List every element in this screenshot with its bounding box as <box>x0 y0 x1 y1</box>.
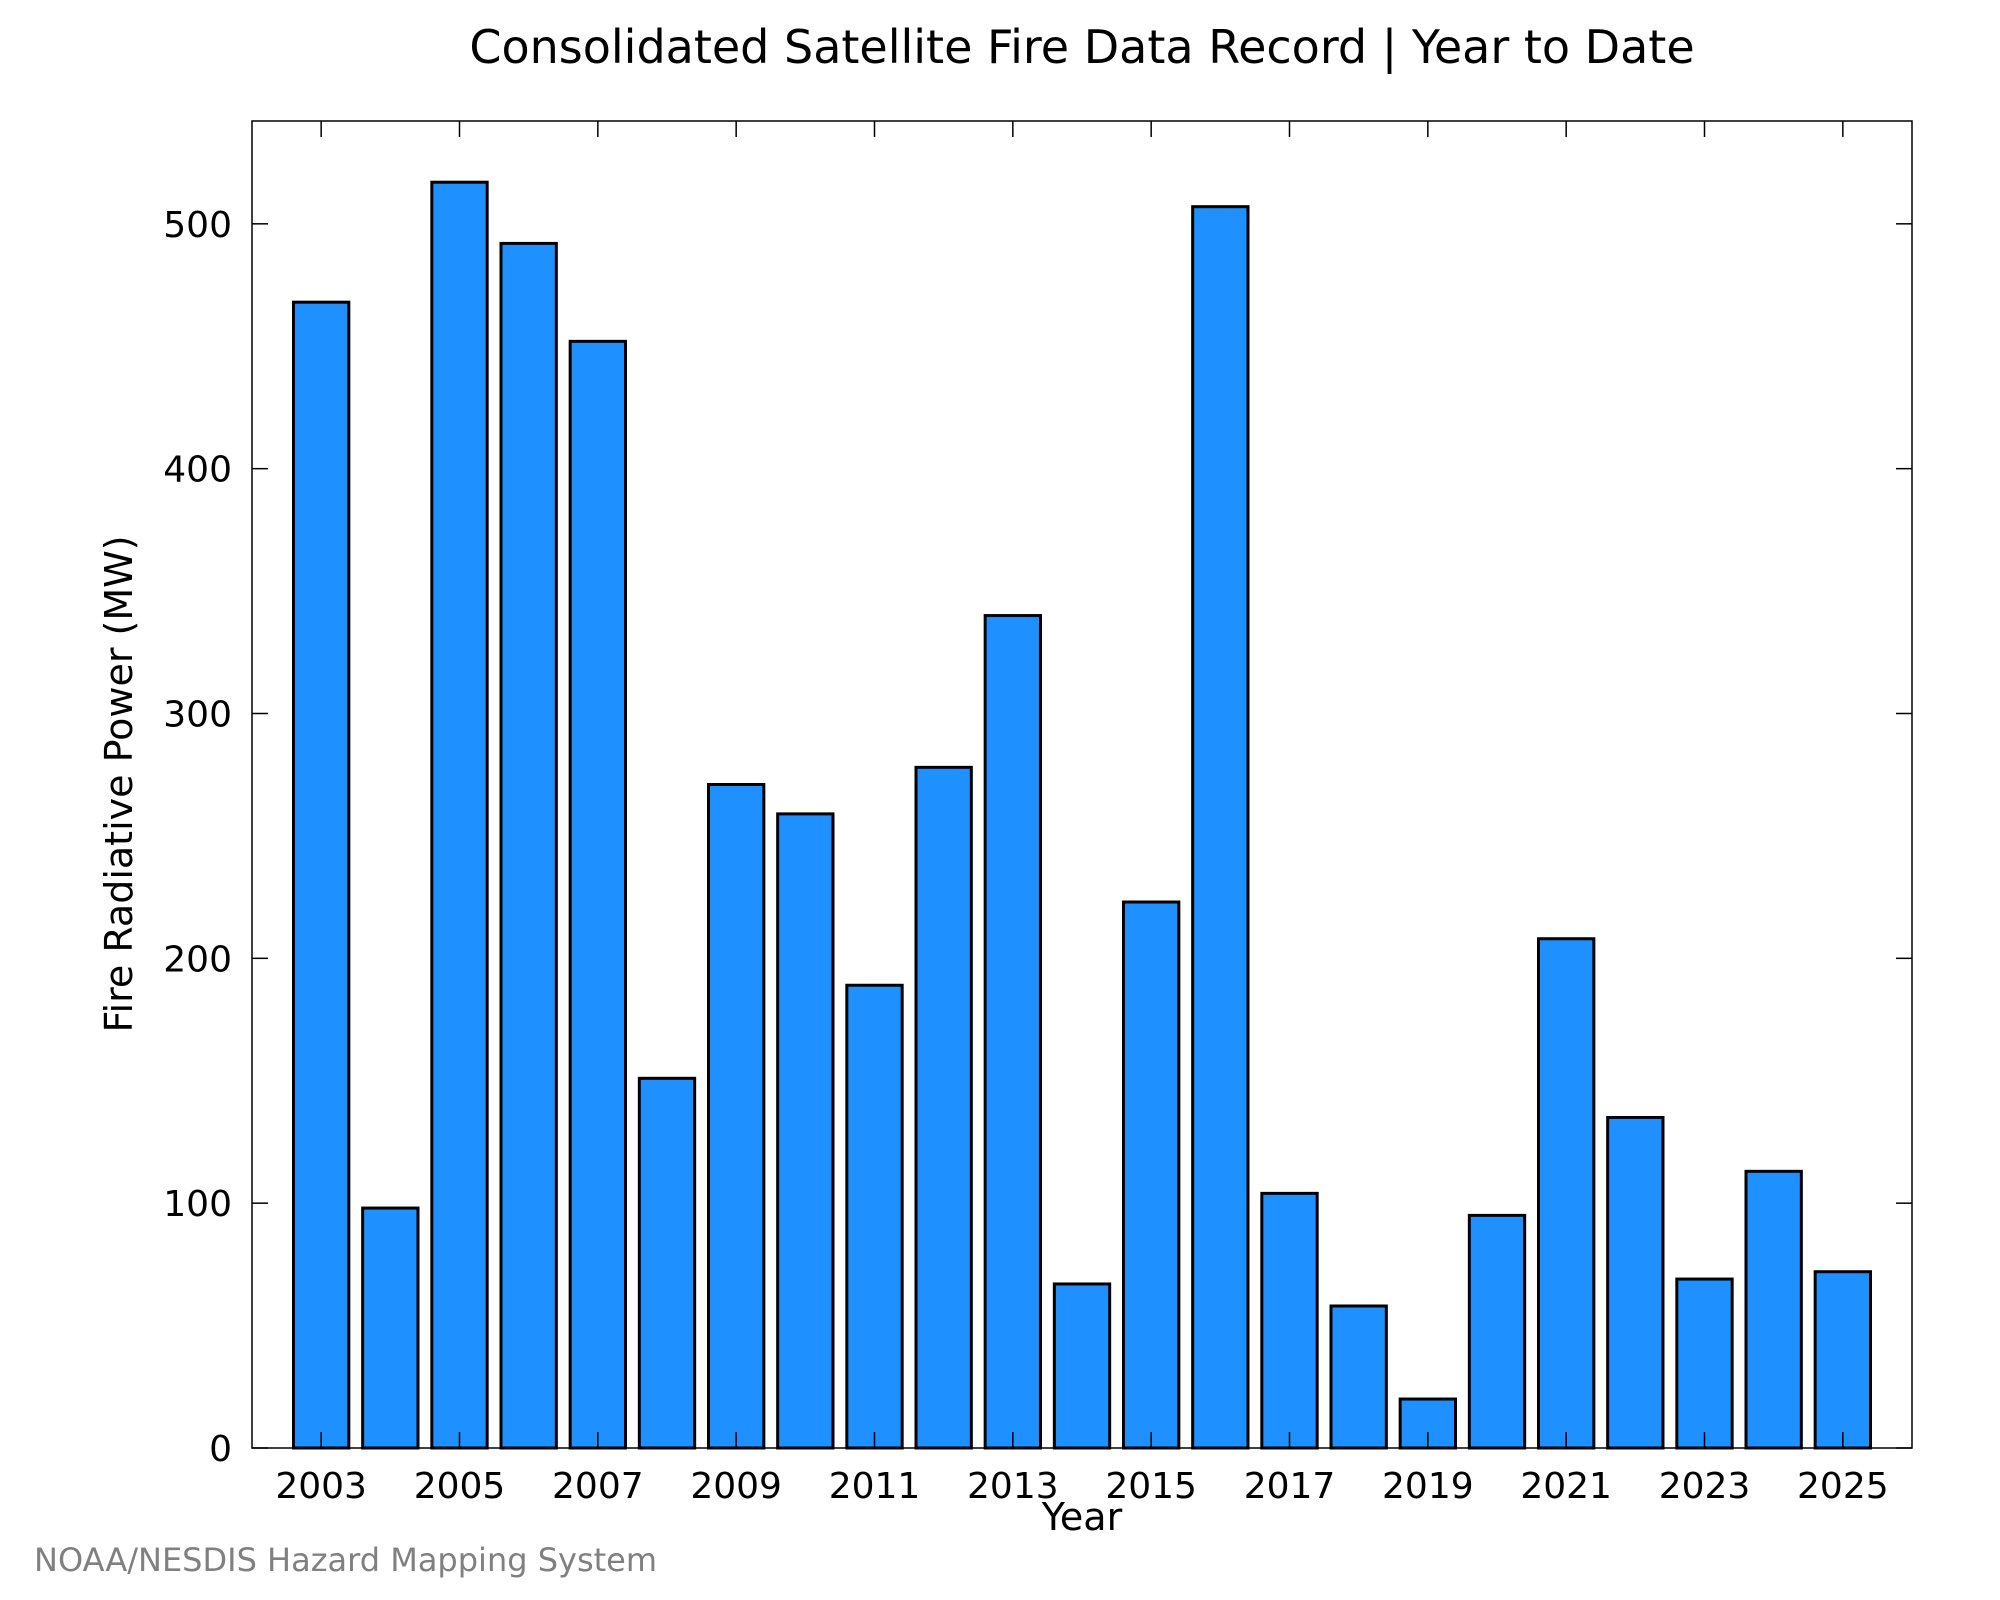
bar-2018 <box>1329 1304 1388 1450</box>
bars-layer <box>292 180 1872 1450</box>
bar-2016 <box>1191 205 1250 1450</box>
x-axis-label: Year <box>1041 1495 1123 1539</box>
x-tick-label-2017: 2017 <box>1244 1466 1336 1507</box>
bar-2011 <box>845 983 904 1450</box>
y-tick-label-100: 100 <box>163 1184 232 1225</box>
bar-2007 <box>568 339 628 1450</box>
y-tick-label-400: 400 <box>163 450 232 491</box>
bar-2013 <box>983 614 1043 1450</box>
bar-2012 <box>914 765 973 1450</box>
y-tick-label-0: 0 <box>209 1429 232 1470</box>
bar-2009 <box>707 783 766 1450</box>
bar-2014 <box>1052 1282 1112 1450</box>
x-tick-label-2015: 2015 <box>1105 1466 1197 1507</box>
bar-2020 <box>1467 1213 1527 1450</box>
x-tick-label-2019: 2019 <box>1382 1466 1474 1507</box>
x-tick-label-2011: 2011 <box>829 1466 921 1507</box>
bar-2023 <box>1675 1277 1734 1450</box>
y-axis-label: Fire Radiative Power (MW) <box>97 535 141 1032</box>
bar-2017 <box>1260 1191 1319 1450</box>
x-tick-label-2013: 2013 <box>967 1466 1059 1507</box>
bar-2004 <box>361 1206 420 1450</box>
x-tick-label-2023: 2023 <box>1659 1466 1751 1507</box>
x-tick-label-2003: 2003 <box>275 1466 367 1507</box>
credit-text: NOAA/NESDIS Hazard Mapping System <box>34 1541 657 1579</box>
bar-2008 <box>637 1076 697 1450</box>
x-tick-label-2005: 2005 <box>414 1466 506 1507</box>
bar-2005 <box>430 180 489 1450</box>
bar-2024 <box>1744 1169 1803 1450</box>
bar-2022 <box>1606 1115 1665 1450</box>
x-tick-label-2021: 2021 <box>1520 1466 1612 1507</box>
x-tick-label-2009: 2009 <box>690 1466 782 1507</box>
bar-2021 <box>1537 937 1596 1450</box>
bar-2025 <box>1813 1270 1872 1450</box>
chart-title: Consolidated Satellite Fire Data Record … <box>469 20 1694 75</box>
tick-labels-layer: 0 100 200 300 400 500 2003 2005 2007 2009 2011 2013… <box>163 205 1888 1507</box>
y-tick-label-200: 200 <box>163 939 232 980</box>
y-tick-label-300: 300 <box>163 694 232 735</box>
bar-2010 <box>776 812 835 1450</box>
plot-frame <box>251 120 1913 1449</box>
x-tick-label-2007: 2007 <box>552 1466 644 1507</box>
bar-2003 <box>292 300 351 1450</box>
y-tick-label-500: 500 <box>163 205 232 246</box>
bar-2006 <box>499 241 558 1450</box>
x-tick-label-2025: 2025 <box>1797 1466 1889 1507</box>
bar-2015 <box>1122 900 1181 1450</box>
